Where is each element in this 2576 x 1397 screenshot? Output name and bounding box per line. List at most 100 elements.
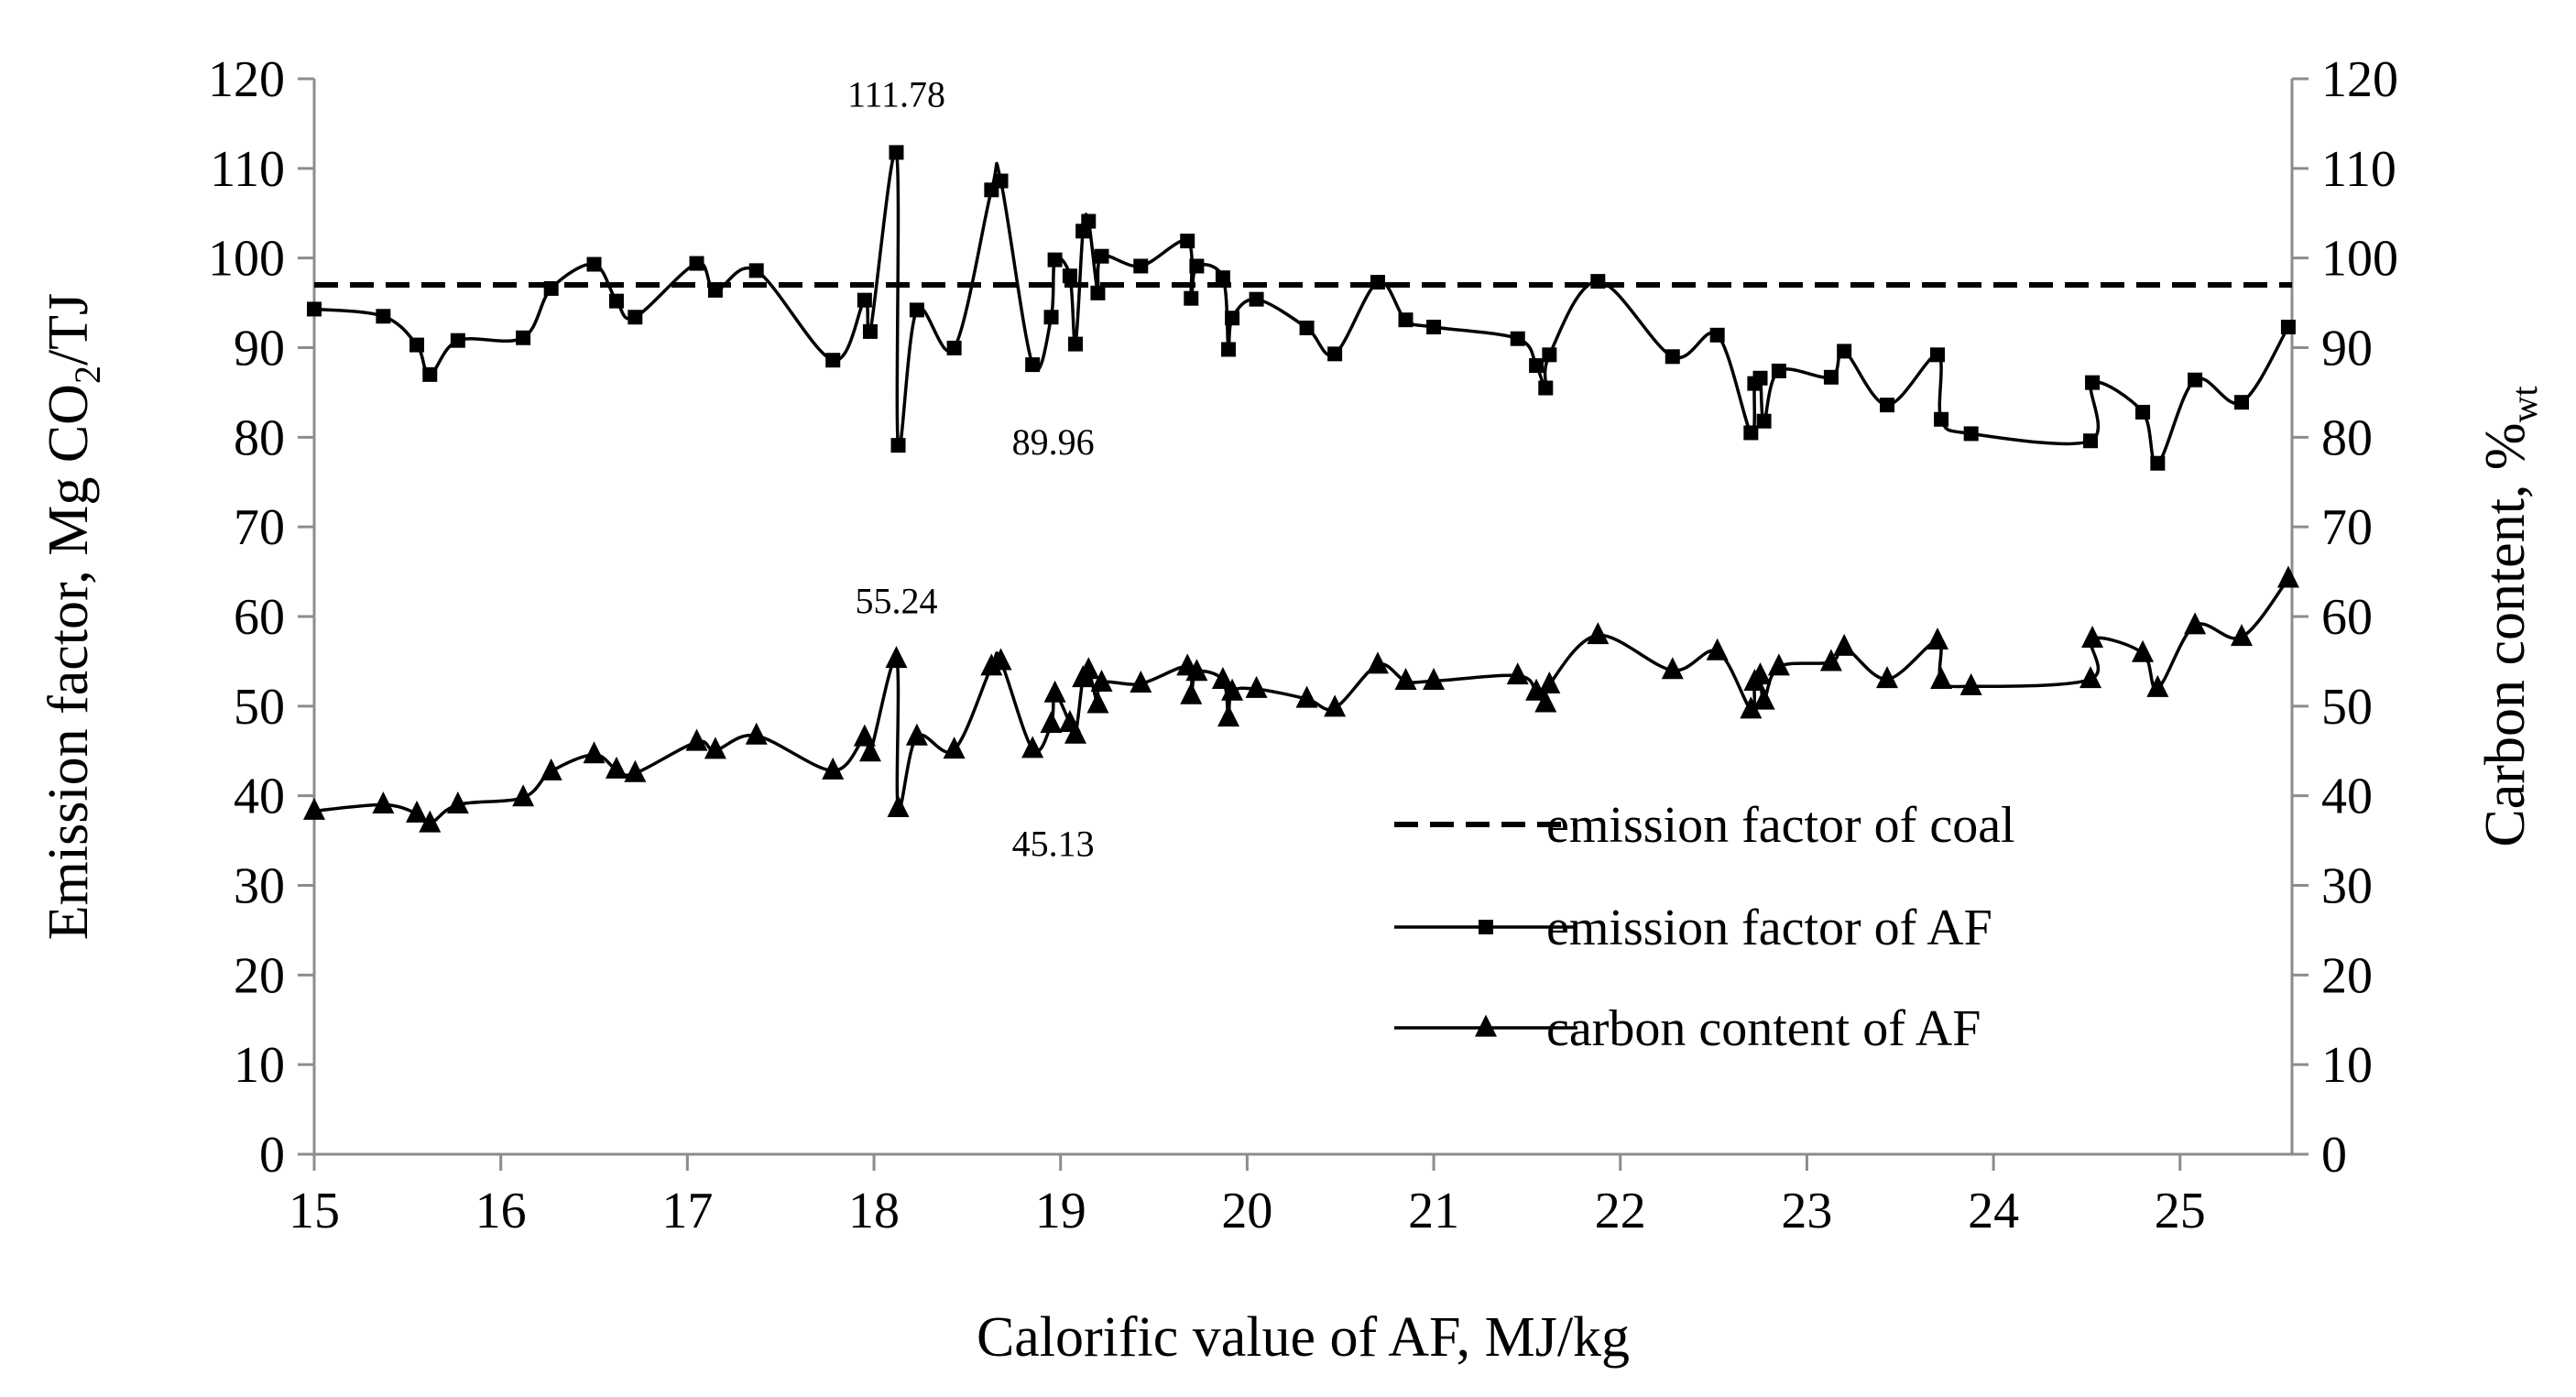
square-marker xyxy=(1665,349,1680,365)
square-marker xyxy=(1189,258,1205,274)
square-marker xyxy=(1756,413,1772,429)
triangle-marker xyxy=(1043,680,1066,703)
triangle-marker xyxy=(1534,690,1557,713)
triangle-marker xyxy=(1130,670,1152,693)
y-tick-label-left: 60 xyxy=(234,589,285,646)
y-axis-title-left: Emission factor, Mg CO2/TJ xyxy=(38,293,108,940)
square-marker xyxy=(1590,274,1606,289)
square-marker xyxy=(1934,411,1949,427)
legend-label: emission factor of AF xyxy=(1546,900,1992,956)
legend-marker xyxy=(1479,920,1493,934)
triangle-marker xyxy=(1506,662,1529,685)
square-marker xyxy=(586,256,602,272)
square-marker xyxy=(1090,285,1106,300)
square-marker xyxy=(376,309,391,324)
triangle-marker xyxy=(704,737,726,759)
triangle-marker xyxy=(624,759,647,782)
series-carbon-content-of-AF xyxy=(303,565,2299,833)
triangle-marker xyxy=(1876,666,1899,689)
series-layer xyxy=(303,145,2299,833)
x-tick-label: 20 xyxy=(1221,1183,1272,1239)
triangle-marker xyxy=(419,810,442,833)
triangle-marker xyxy=(1930,667,1953,690)
triangle-marker xyxy=(905,723,928,746)
triangle-marker xyxy=(1752,687,1775,710)
triangle-marker xyxy=(540,758,562,780)
x-tick-label: 21 xyxy=(1408,1183,1459,1239)
y-tick-label-left: 0 xyxy=(259,1127,285,1184)
triangle-marker xyxy=(1211,667,1234,690)
square-marker xyxy=(2234,395,2250,410)
square-marker xyxy=(1398,312,1414,328)
x-tick-label: 25 xyxy=(2155,1183,2206,1239)
square-marker xyxy=(2150,455,2166,471)
square-marker xyxy=(1225,311,1240,326)
triangle-marker xyxy=(822,757,845,780)
square-marker xyxy=(1184,290,1199,306)
y-tick-label-left: 40 xyxy=(234,769,285,825)
y-tick-label-left: 80 xyxy=(234,409,285,466)
square-marker xyxy=(889,145,904,160)
triangle-marker xyxy=(1366,651,1389,674)
square-marker xyxy=(450,333,465,348)
triangle-marker xyxy=(583,741,606,764)
y-tick-label-right: 0 xyxy=(2321,1127,2347,1184)
triangle-marker xyxy=(2081,626,2104,649)
data-label: 89.96 xyxy=(1012,421,1095,463)
triangle-marker xyxy=(1324,694,1347,717)
triangle-marker xyxy=(745,722,768,745)
y-tick-label-right: 50 xyxy=(2321,679,2373,736)
x-tick-label: 18 xyxy=(848,1183,900,1239)
legend-item: emission factor of coal xyxy=(1394,797,2015,854)
y-axis-title-right: Carbon content, %wt xyxy=(2474,386,2545,846)
square-marker xyxy=(2085,375,2101,390)
y-tick-label-left: 70 xyxy=(234,499,285,556)
square-marker xyxy=(1771,363,1786,378)
triangle-marker xyxy=(2146,674,2169,697)
square-marker xyxy=(2280,319,2296,334)
y-tick-label-right: 70 xyxy=(2321,499,2373,556)
triangle-marker xyxy=(2231,624,2254,647)
triangle-marker xyxy=(605,756,628,779)
triangle-marker xyxy=(1077,657,1100,680)
series-emission-factor-of-AF xyxy=(307,145,2296,471)
triangle-marker xyxy=(1740,696,1763,719)
triangle-marker xyxy=(1661,657,1684,680)
triangle-marker xyxy=(446,791,469,814)
square-marker xyxy=(1370,275,1385,290)
triangle-marker xyxy=(2079,666,2102,689)
square-marker xyxy=(1062,268,1077,284)
y-tick-label-right: 20 xyxy=(2321,947,2373,1004)
square-marker xyxy=(909,302,924,318)
square-marker xyxy=(1133,258,1149,274)
square-marker xyxy=(1529,358,1545,374)
square-marker xyxy=(1025,357,1041,373)
x-tick-label: 22 xyxy=(1595,1183,1646,1239)
square-marker xyxy=(1510,331,1525,346)
square-marker xyxy=(1538,380,1554,396)
triangle-marker xyxy=(1090,669,1113,692)
triangle-marker xyxy=(989,648,1012,671)
triangle-marker xyxy=(372,791,395,814)
square-marker xyxy=(1215,270,1230,286)
triangle-marker xyxy=(1587,622,1610,645)
triangle-marker xyxy=(2276,565,2299,588)
square-marker xyxy=(409,337,425,353)
square-marker xyxy=(1327,346,1343,362)
square-marker xyxy=(2135,404,2151,420)
triangle-marker xyxy=(1833,633,1856,656)
y-tick-label-left: 10 xyxy=(234,1037,285,1094)
y-tick-label-right: 10 xyxy=(2321,1037,2373,1094)
triangle-marker xyxy=(1245,675,1268,698)
axes-layer: 0 0 10 10 20 20 30 30 40 40 50 50 60 60 70 70 80 80 90 90 10… xyxy=(208,51,2398,1239)
legend-label: emission factor of coal xyxy=(1546,797,2015,854)
triangle-marker xyxy=(1180,682,1203,704)
square-marker xyxy=(857,292,872,308)
triangle-marker xyxy=(1959,672,1982,695)
triangle-marker xyxy=(1295,685,1318,708)
square-marker xyxy=(1963,426,1979,442)
square-marker xyxy=(890,438,906,453)
y-tick-label-right: 100 xyxy=(2321,231,2398,288)
square-marker xyxy=(608,293,624,309)
